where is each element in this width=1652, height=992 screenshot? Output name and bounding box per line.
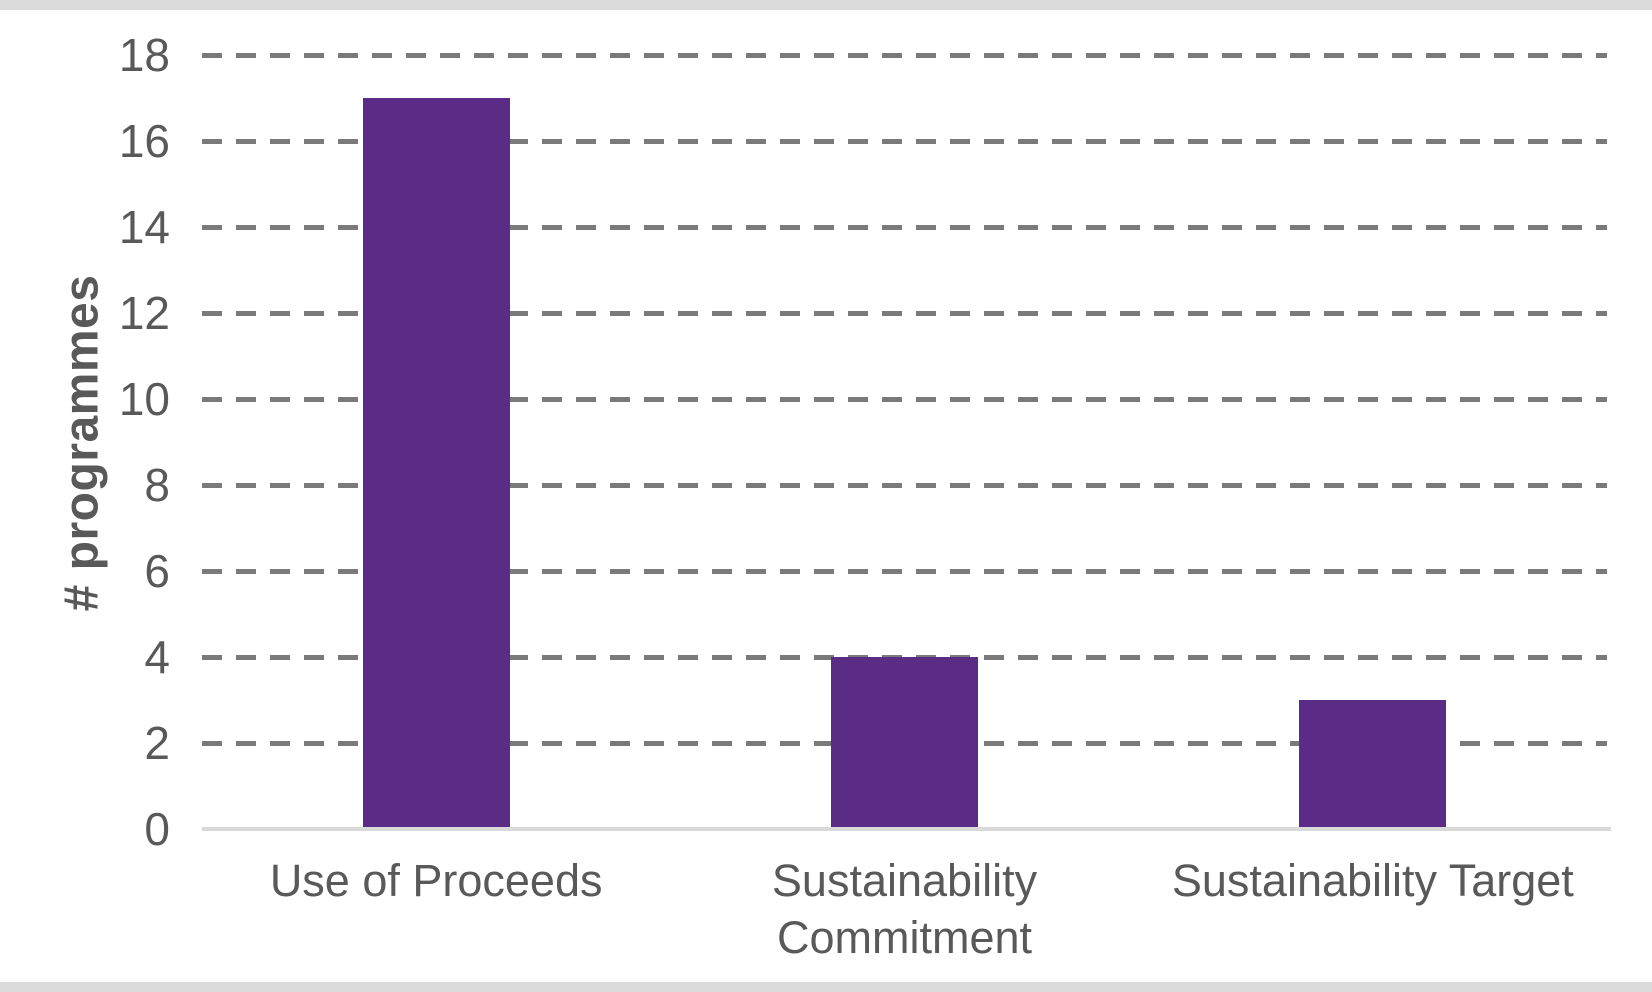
window-edge-top xyxy=(0,0,1652,10)
gridline xyxy=(202,310,1607,316)
bar-sustainability-target xyxy=(1299,700,1447,829)
y-tick-label: 12 xyxy=(118,287,170,339)
x-category-label: Use of Proceeds xyxy=(269,855,603,906)
y-tick-label: 0 xyxy=(144,803,170,855)
gridline xyxy=(202,568,1607,574)
gridline xyxy=(202,138,1607,144)
y-tick-label: 10 xyxy=(118,373,170,425)
y-tick-label: 16 xyxy=(118,115,170,167)
x-category-label: Sustainability Target xyxy=(1171,855,1574,906)
y-tick-label: 18 xyxy=(118,29,170,81)
x-category-label: Sustainability Commitment xyxy=(771,855,1038,963)
x-axis-line xyxy=(202,827,1611,831)
y-tick-label: 14 xyxy=(118,201,170,253)
gridline xyxy=(202,52,1607,58)
y-tick-label: 6 xyxy=(144,545,170,597)
gridline xyxy=(202,224,1607,230)
y-tick-label: 2 xyxy=(144,717,170,769)
gridline xyxy=(202,482,1607,488)
gridline xyxy=(202,396,1607,402)
y-tick-label: 4 xyxy=(144,631,170,683)
window-edge-bottom xyxy=(0,982,1652,992)
bar-use-of-proceeds xyxy=(362,98,510,829)
y-tick-label: 8 xyxy=(144,459,170,511)
bar-sustainability-commitment xyxy=(831,657,978,829)
